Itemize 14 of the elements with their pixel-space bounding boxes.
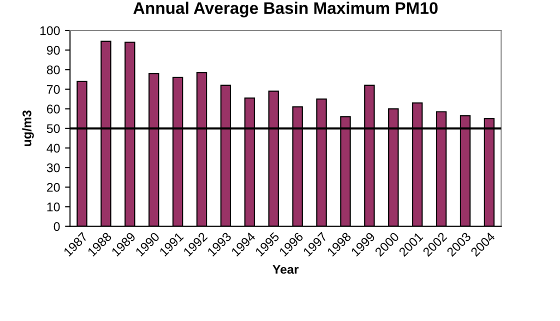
- y-tick-label: 30: [46, 163, 60, 172]
- y-tick-label: 70: [47, 85, 60, 94]
- x-axis-title: Year: [272, 265, 299, 274]
- y-tick-label: 90: [46, 46, 60, 55]
- y-tick-label: 40: [46, 144, 60, 153]
- chart-title: Annual Average Basin Maximum PM10: [133, 2, 438, 18]
- y-tick-label: 60: [47, 104, 60, 114]
- y-tick-label: 20: [47, 182, 60, 192]
- y-axis-title: ug/m3: [22, 110, 34, 146]
- y-tick-label: 50: [46, 124, 60, 134]
- y-tick-label: 100: [40, 26, 60, 36]
- y-tick-label: 0: [54, 222, 60, 231]
- y-tick-label: 80: [46, 65, 60, 74]
- y-tick-label: 10: [47, 202, 60, 212]
